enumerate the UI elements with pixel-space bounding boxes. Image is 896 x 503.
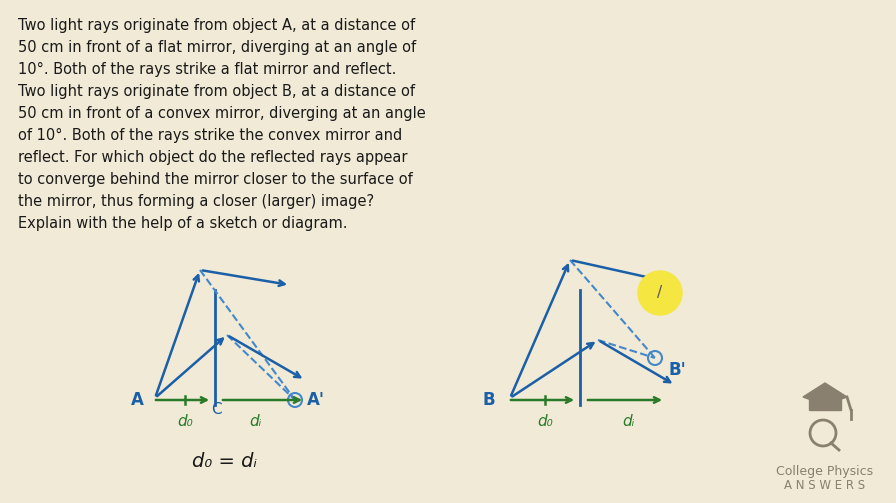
Text: d₀: d₀ — [537, 414, 553, 429]
Text: C: C — [211, 402, 221, 417]
Text: Two light rays originate from object B, at a distance of: Two light rays originate from object B, … — [18, 84, 415, 99]
Polygon shape — [809, 397, 841, 410]
Text: the mirror, thus forming a closer (larger) image?: the mirror, thus forming a closer (large… — [18, 194, 375, 209]
Text: reflect. For which object do the reflected rays appear: reflect. For which object do the reflect… — [18, 150, 408, 165]
Text: A: A — [131, 391, 144, 409]
Text: d₀ = dᵢ: d₀ = dᵢ — [193, 452, 257, 471]
Circle shape — [638, 271, 682, 315]
Text: 50 cm in front of a flat mirror, diverging at an angle of: 50 cm in front of a flat mirror, divergi… — [18, 40, 416, 55]
Polygon shape — [803, 383, 847, 405]
Text: B: B — [483, 391, 495, 409]
Text: /: / — [658, 286, 662, 300]
Text: to converge behind the mirror closer to the surface of: to converge behind the mirror closer to … — [18, 172, 413, 187]
Text: College Physics: College Physics — [777, 465, 874, 478]
Text: dᵢ: dᵢ — [622, 414, 634, 429]
Text: A': A' — [307, 391, 325, 409]
Text: d₀: d₀ — [177, 414, 193, 429]
Text: dᵢ: dᵢ — [249, 414, 262, 429]
Text: Two light rays originate from object A, at a distance of: Two light rays originate from object A, … — [18, 18, 415, 33]
Text: Explain with the help of a sketch or diagram.: Explain with the help of a sketch or dia… — [18, 216, 348, 231]
Text: B': B' — [668, 361, 685, 379]
Text: of 10°. Both of the rays strike the convex mirror and: of 10°. Both of the rays strike the conv… — [18, 128, 402, 143]
Text: A N S W E R S: A N S W E R S — [784, 479, 866, 492]
Text: 10°. Both of the rays strike a flat mirror and reflect.: 10°. Both of the rays strike a flat mirr… — [18, 62, 396, 77]
Text: 50 cm in front of a convex mirror, diverging at an angle: 50 cm in front of a convex mirror, diver… — [18, 106, 426, 121]
